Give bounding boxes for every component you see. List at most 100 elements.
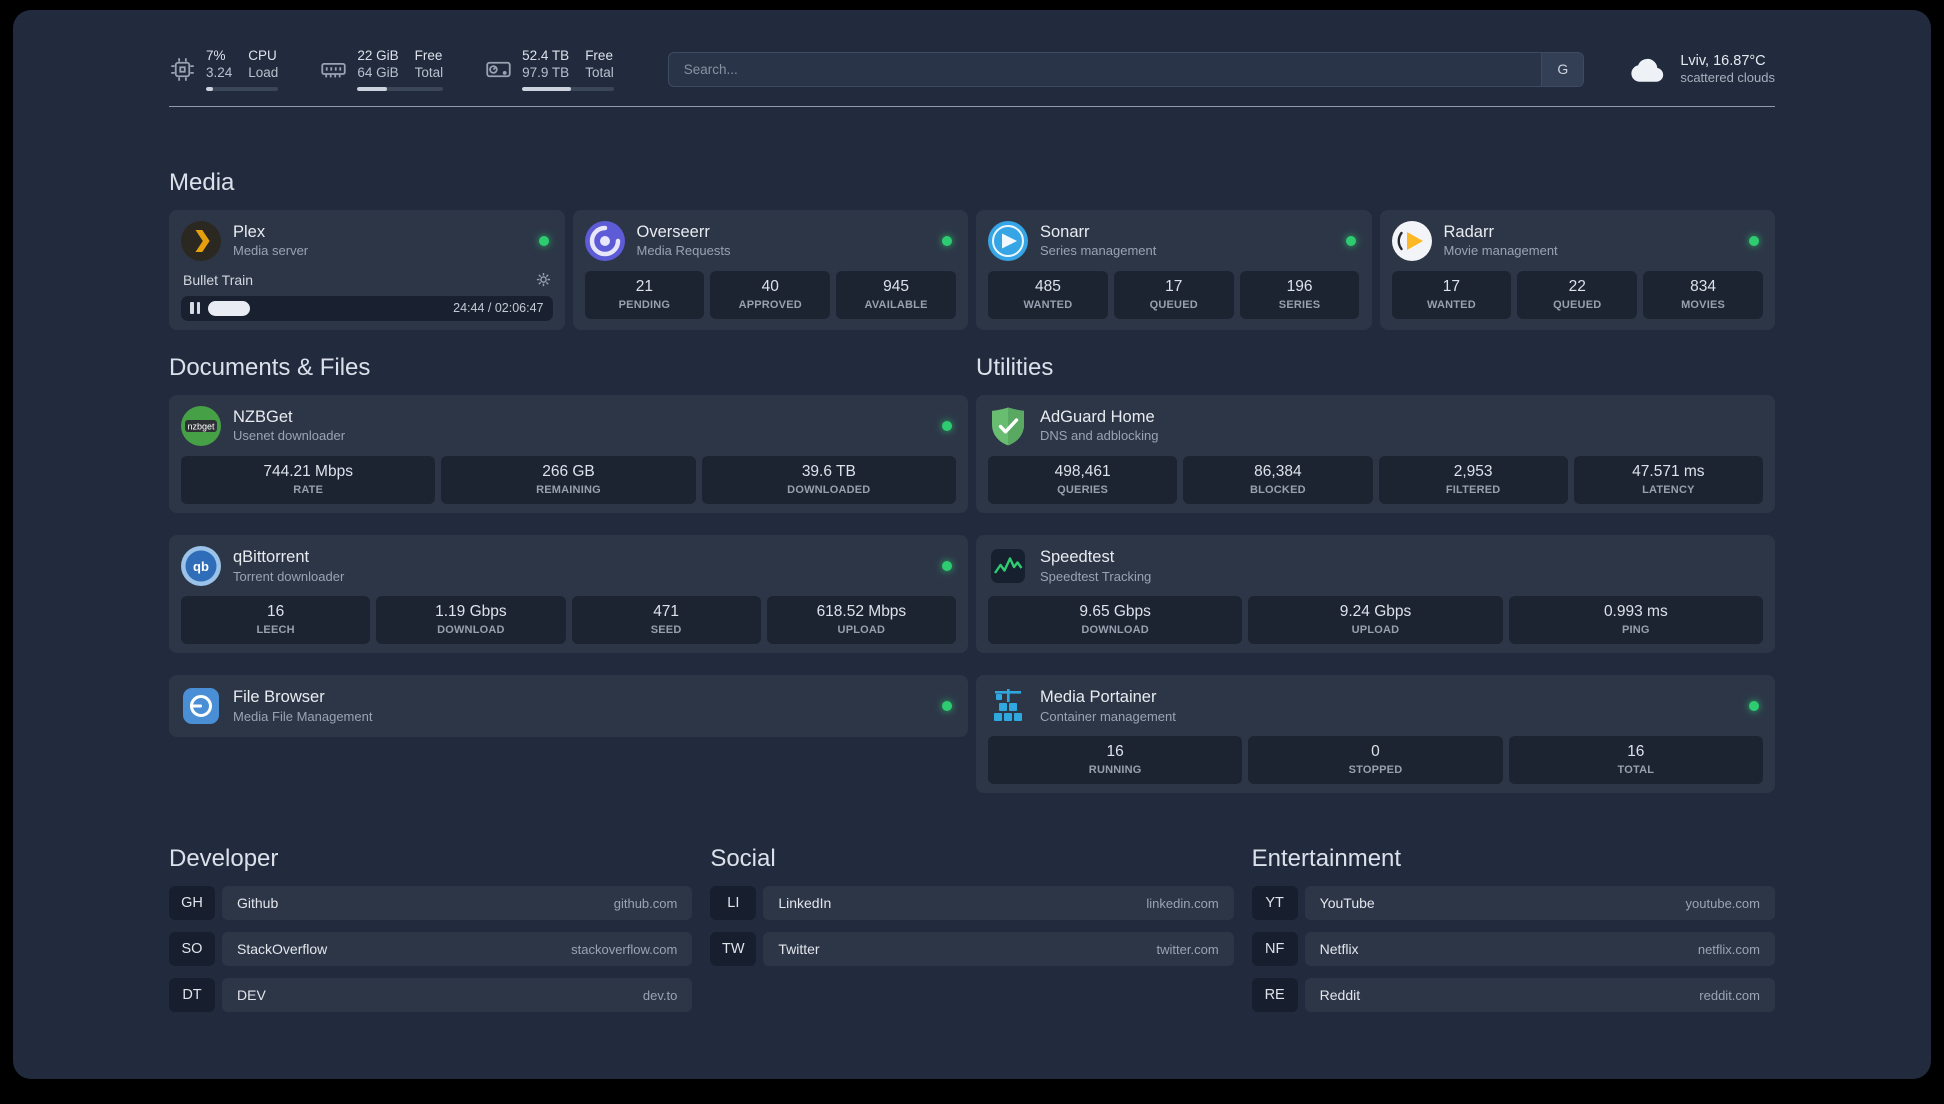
disk-total-label: Total (585, 64, 614, 80)
bookmark-github[interactable]: GH Github github.com (169, 886, 693, 921)
bookmark-name: Twitter (778, 941, 820, 958)
status-dot (1345, 235, 1356, 246)
stat-label: DOWNLOADED (787, 483, 871, 496)
stat-value: 22 (1568, 277, 1586, 295)
status-dot (942, 701, 952, 712)
filebrowser-icon (181, 686, 221, 726)
status-dot (942, 560, 952, 571)
stat-label: BLOCKED (1249, 483, 1306, 496)
service-card-plex[interactable]: Plex Media server Bullet Train 24:44 / 0… (169, 209, 565, 330)
stat-value: 17 (1442, 277, 1461, 295)
stat-label: DOWNLOAD (1081, 624, 1149, 637)
bookmark-netflix[interactable]: NF Netflix netflix.com (1251, 932, 1775, 967)
stat-label: QUERIES (1057, 483, 1109, 496)
bookmark-domain: stackoverflow.com (571, 941, 678, 957)
service-name: NZBGet (233, 407, 293, 426)
bookmark-name: LinkedIn (778, 895, 832, 912)
stat-value: 1.19 Gbps (435, 602, 507, 620)
topbar-divider (169, 105, 1775, 107)
bookmark-linkedin[interactable]: LI LinkedIn linkedin.com (710, 886, 1234, 921)
bookmark-domain: youtube.com (1685, 895, 1760, 911)
stat-queued: 22 QUEUED (1517, 270, 1638, 319)
stat-label: AVAILABLE (864, 298, 928, 311)
section-utilities: Utilities AdGuard Home DNS and adblockin… (976, 353, 1775, 794)
pause-icon[interactable] (190, 302, 200, 315)
service-card-portainer[interactable]: Media Portainer Container management 16 … (976, 675, 1775, 794)
overseerr-icon (584, 220, 625, 261)
disk-free-label: Free (585, 48, 613, 63)
stat-value: 0.993 ms (1603, 602, 1668, 620)
sonarr-icon (988, 220, 1028, 261)
memory-icon (320, 56, 347, 83)
stat-value: 485 (1034, 277, 1061, 295)
nzbget-icon: nzbget (181, 405, 221, 446)
service-card-adguard-home[interactable]: AdGuard Home DNS and adblocking 498,461 … (976, 394, 1775, 513)
bookmark-abbr: SO (169, 932, 215, 967)
radarr-icon (1391, 220, 1432, 261)
search-input[interactable] (668, 52, 1542, 86)
service-name: Sonarr (1040, 222, 1090, 241)
bookmark-abbr: NF (1251, 932, 1298, 967)
bookmark-youtube[interactable]: YT YouTube youtube.com (1251, 886, 1775, 921)
search-provider-button[interactable]: G (1541, 52, 1584, 86)
service-card-sonarr[interactable]: Sonarr Series management 485 WANTED 17 Q… (976, 209, 1372, 330)
service-card-speedtest[interactable]: Speedtest Speedtest Tracking 9.65 Gbps D… (976, 534, 1775, 654)
stat-blocked: 86,384 BLOCKED (1183, 455, 1373, 504)
service-name: Overseerr (636, 222, 710, 241)
stat-leech: 16 LEECH (181, 595, 371, 645)
stat-label: PING (1621, 624, 1650, 637)
stat-value: 9.65 Gbps (1079, 602, 1151, 620)
status-dot (538, 235, 549, 246)
service-card-qbittorrent[interactable]: qb qBittorrent Torrent downloader 16 LEE… (169, 534, 968, 654)
bookmark-domain: github.com (613, 895, 678, 911)
stat-stopped: 0 STOPPED (1248, 736, 1503, 785)
service-card-filebrowser[interactable]: File Browser Media File Management (169, 675, 968, 738)
cpu-widget: 7% 3.24 CPU Load (169, 48, 279, 91)
bookmark-dev[interactable]: DT DEV dev.to (169, 978, 693, 1013)
plex-icon (181, 220, 221, 261)
stat-value: 40 (761, 277, 779, 295)
bookmark-reddit[interactable]: RE Reddit reddit.com (1251, 978, 1775, 1013)
stat-latency: 47.571 ms LATENCY (1573, 455, 1763, 504)
cpu-usage-value: 7% (206, 48, 226, 63)
now-playing-title: Bullet Train (183, 271, 254, 288)
stat-queries: 498,461 QUERIES (988, 455, 1178, 504)
service-name: qBittorrent (233, 547, 310, 566)
stat-value: 618.52 Mbps (816, 602, 907, 620)
section-title-utilities: Utilities (976, 353, 1054, 381)
stat-value: 0 (1371, 743, 1380, 761)
bookmark-abbr: RE (1251, 978, 1298, 1013)
memory-free-value: 22 GiB (357, 48, 399, 63)
stat-value: 16 (1106, 743, 1124, 761)
service-card-overseerr[interactable]: Overseerr Media Requests 21 PENDING 40 A… (572, 209, 968, 330)
service-name: Plex (233, 222, 266, 241)
gear-icon[interactable] (536, 272, 551, 287)
service-card-nzbget[interactable]: nzbget NZBGet Usenet downloader 744.21 M… (169, 394, 968, 513)
bookmark-domain: reddit.com (1699, 987, 1760, 1003)
weather-widget: Lviv, 16.87°C scattered clouds (1628, 52, 1775, 88)
service-card-radarr[interactable]: Radarr Movie management 17 WANTED 22 QUE… (1379, 209, 1775, 330)
stat-label: MOVIES (1681, 298, 1726, 311)
speedtest-icon (988, 546, 1028, 586)
playback-progress-bar[interactable]: 24:44 / 02:06:47 (181, 295, 553, 321)
stat-label: SERIES (1278, 298, 1321, 311)
adguard-icon (988, 406, 1028, 446)
cpu-icon (169, 56, 196, 83)
section-title-entertainment: Entertainment (1251, 845, 1402, 873)
service-description: Speedtest Tracking (1040, 568, 1152, 584)
stat-available: 945 AVAILABLE (836, 270, 956, 319)
bookmark-twitter[interactable]: TW Twitter twitter.com (710, 932, 1234, 967)
bookmark-group-entertainment: Entertainment YT YouTube youtube.com NF … (1251, 845, 1775, 1013)
memory-widget: 22 GiB 64 GiB Free Total (320, 48, 444, 91)
playback-progress-fill (208, 300, 250, 316)
bookmark-domain: linkedin.com (1146, 895, 1219, 911)
search-bar: G (667, 51, 1585, 87)
service-name: Speedtest (1040, 547, 1115, 566)
stat-value: 744.21 Mbps (263, 462, 353, 480)
stat-label: DOWNLOAD (437, 624, 505, 637)
disk-free-value: 52.4 TB (522, 48, 570, 63)
bookmark-stackoverflow[interactable]: SO StackOverflow stackoverflow.com (169, 932, 693, 967)
topbar: 7% 3.24 CPU Load (169, 40, 1775, 91)
memory-free-label: Free (414, 48, 443, 63)
disk-total-value: 97.9 TB (522, 64, 570, 80)
